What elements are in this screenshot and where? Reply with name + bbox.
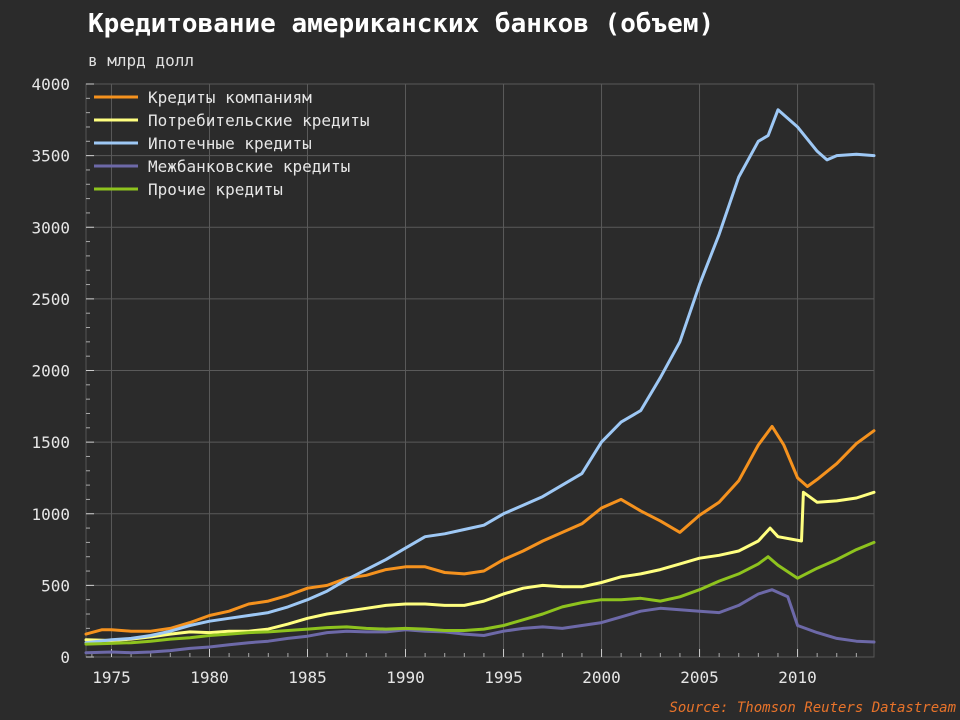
x-tick-label: 2005 <box>680 668 719 687</box>
series-line-2 <box>84 490 876 642</box>
y-tick-label: 3000 <box>31 218 70 237</box>
legend-label-5: Прочие кредиты <box>148 180 283 199</box>
legend-label-3: Ипотечные кредиты <box>148 134 312 153</box>
x-tick-label: 2010 <box>778 668 817 687</box>
x-tick-label: 1995 <box>484 668 523 687</box>
series-line-5 <box>84 540 876 646</box>
series-line-3 <box>84 108 876 645</box>
series-line-4 <box>84 588 876 655</box>
legend: Кредиты компаниям Потребительские кредиты… <box>94 88 370 199</box>
x-tick-label: 2000 <box>582 668 621 687</box>
series-lines <box>84 108 876 655</box>
y-tick-label: 2500 <box>31 290 70 309</box>
y-tick-label: 4000 <box>31 75 70 94</box>
y-tick-label: 2000 <box>31 362 70 381</box>
y-tick-label: 1000 <box>31 505 70 524</box>
grid <box>85 83 875 658</box>
legend-label-1: Кредиты компаниям <box>148 88 312 107</box>
source-note: Source: Thomson Reuters Datastream <box>669 700 956 716</box>
y-tick-label: 3500 <box>31 147 70 166</box>
y-tick-label: 500 <box>41 576 70 595</box>
series-line-1 <box>84 424 876 636</box>
chart-title: Кредитование американских банков (объем) <box>88 9 714 39</box>
legend-label-4: Межбанковские кредиты <box>148 157 350 176</box>
x-tick-label: 1985 <box>288 668 327 687</box>
x-tick-label: 1990 <box>386 668 425 687</box>
chart-subtitle: в млрд долл <box>88 51 194 70</box>
legend-label-2: Потребительские кредиты <box>148 111 370 130</box>
axes: 0 500 1000 1500 2000 2500 3000 3500 4000 1975 1980… <box>31 75 857 687</box>
y-tick-label: 0 <box>60 648 70 667</box>
x-tick-label: 1975 <box>92 668 131 687</box>
x-tick-label: 1980 <box>190 668 229 687</box>
y-tick-label: 1500 <box>31 433 70 452</box>
